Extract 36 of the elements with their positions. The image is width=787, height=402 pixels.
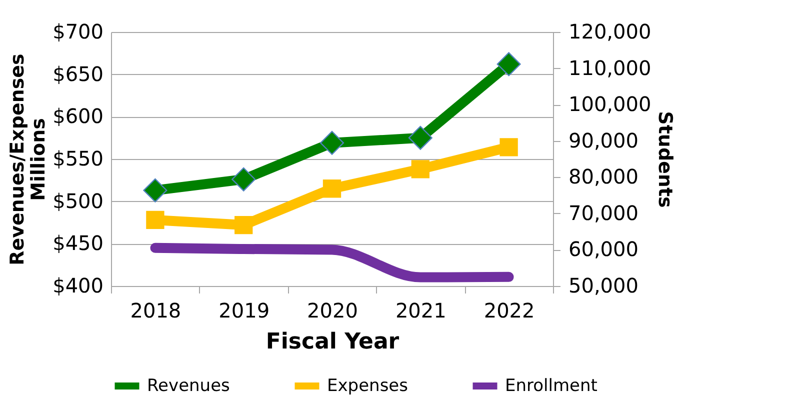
y2-axis-title: Students	[654, 111, 676, 208]
y-tick-label: $700	[52, 20, 104, 44]
x-tick-label: 2022	[484, 298, 535, 322]
point	[500, 138, 518, 156]
point	[234, 216, 253, 234]
point	[320, 130, 344, 155]
point	[143, 178, 168, 202]
point	[232, 167, 256, 192]
y2-tick-label: 50,000	[568, 274, 638, 298]
legend-label: Enrollment	[505, 376, 598, 396]
y2-tick-label: 110,000	[568, 56, 652, 80]
legend-label: Revenues	[147, 376, 230, 396]
point	[146, 210, 164, 230]
y-tick-label: $400	[52, 274, 104, 298]
y2-tick-label: 70,000	[568, 200, 638, 225]
legend-label: Expenses	[327, 376, 408, 396]
y2-tick-label: 100,000	[568, 92, 652, 116]
y2-tick-label: 60,000	[568, 237, 638, 262]
point	[322, 180, 342, 198]
y-tick-label: $450	[52, 231, 104, 256]
x-tick-label: 2018	[130, 298, 182, 322]
y-tick-label: $550	[52, 146, 104, 170]
x-tick-label: 2020	[307, 298, 358, 322]
y-tick-label: $500	[52, 188, 104, 213]
y2-tick-label: 120,000	[568, 20, 652, 44]
x-tick-label: 2021	[395, 298, 446, 322]
y2-tick-label: 90,000	[568, 128, 638, 152]
point	[408, 126, 432, 150]
y-tick-label: $650	[52, 62, 104, 86]
point	[411, 160, 430, 178]
y-tick-label: $600	[52, 104, 104, 128]
x-axis-title: Fiscal Year	[266, 330, 400, 354]
y2-tick-label: 80,000	[568, 164, 638, 189]
y-axis-title: Revenues/Expenses Millions	[6, 54, 50, 266]
point	[496, 52, 521, 76]
x-tick-label: 2019	[218, 298, 270, 322]
